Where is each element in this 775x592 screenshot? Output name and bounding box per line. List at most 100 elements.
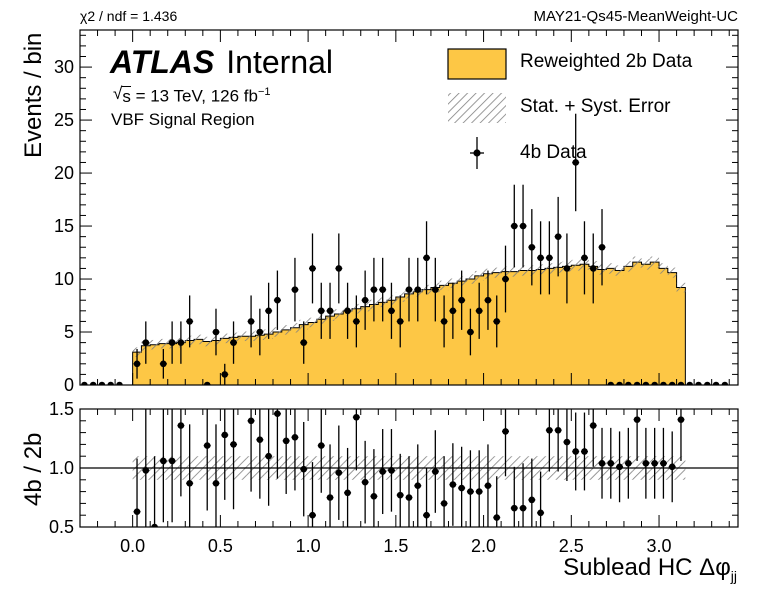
data-point-zero xyxy=(89,381,97,385)
data-point xyxy=(221,371,229,378)
atlas-logo-text: ATLAS xyxy=(110,44,215,80)
data-point-zero xyxy=(98,381,106,385)
energy-text: = 13 TeV, 126 fb xyxy=(130,86,258,106)
ratio-point xyxy=(633,416,641,423)
data-point xyxy=(581,254,588,262)
legend-data-marker xyxy=(473,149,481,157)
ratio-point xyxy=(309,511,316,519)
y-tick-label: 1.0 xyxy=(49,458,74,478)
ratio-point xyxy=(607,459,615,467)
ratio-point xyxy=(572,448,579,455)
ratio-point xyxy=(546,426,553,434)
data-point xyxy=(361,296,369,304)
error-band-bin xyxy=(237,331,247,342)
data-point xyxy=(546,254,553,262)
data-point xyxy=(256,328,264,336)
error-band-bin xyxy=(518,265,528,276)
ratio-point xyxy=(432,468,439,475)
ratio-point xyxy=(326,494,334,501)
data-point xyxy=(458,296,465,304)
y-tick-label: 5 xyxy=(64,322,74,342)
data-point xyxy=(326,307,334,315)
data-point xyxy=(168,339,176,346)
ratio-point xyxy=(414,482,422,490)
ratio-point xyxy=(203,442,211,449)
data-point xyxy=(405,286,413,293)
data-point xyxy=(537,254,544,262)
error-band-bin xyxy=(194,334,203,345)
ratio-point xyxy=(186,480,193,487)
ratio-point xyxy=(291,434,299,441)
ratio-point xyxy=(677,416,685,423)
x-axis-title-main: Sublead HC Δφ xyxy=(563,554,731,581)
y-tick-label: 25 xyxy=(54,110,74,130)
data-point xyxy=(423,254,430,262)
x-tick-label: 1.5 xyxy=(383,536,408,556)
x-axis-title-sub: jj xyxy=(730,567,737,584)
y-tick-label: 0.5 xyxy=(49,517,74,537)
data-point xyxy=(467,328,474,336)
legend-bkg-label: Reweighted 2b Data xyxy=(520,51,693,72)
data-point xyxy=(589,265,597,272)
x-ticks: 0.0 0.5 1.0 1.5 2.0 2.5 3.0 xyxy=(79,30,730,556)
data-point xyxy=(484,296,492,304)
data-point xyxy=(291,286,299,293)
ratio-point xyxy=(440,500,448,507)
ratio-point xyxy=(589,422,597,429)
error-band-bin xyxy=(606,263,616,274)
data-point xyxy=(160,360,167,368)
data-point xyxy=(335,265,343,272)
ratio-point xyxy=(265,452,272,460)
ratio-point xyxy=(458,484,465,492)
error-band-bin xyxy=(158,338,168,349)
ratio-point xyxy=(396,491,404,499)
data-point xyxy=(493,318,501,325)
ratio-point xyxy=(177,422,185,429)
data-point xyxy=(353,318,360,325)
data-point xyxy=(475,307,483,315)
data-point xyxy=(651,381,658,385)
ratio-point xyxy=(370,493,378,500)
error-band-bin xyxy=(676,282,686,293)
ratio-point xyxy=(493,514,501,521)
ratio-point xyxy=(282,437,290,445)
data-point xyxy=(633,381,641,385)
ratio-point xyxy=(335,469,343,477)
data-points xyxy=(81,113,729,385)
error-band-bin xyxy=(334,309,344,319)
y-tick-label: 10 xyxy=(54,269,74,289)
ratio-point xyxy=(616,463,623,471)
data-point xyxy=(510,222,518,230)
error-band-bin xyxy=(615,265,624,276)
error-band-bin xyxy=(439,280,449,291)
ratio-point xyxy=(379,468,386,475)
data-point-zero xyxy=(116,381,123,385)
data-point xyxy=(203,381,211,385)
data-point xyxy=(440,318,448,325)
ratio-point xyxy=(475,488,483,495)
ratio-point xyxy=(554,426,562,434)
legend-err-swatch xyxy=(448,93,506,123)
ratio-point xyxy=(142,467,150,474)
ratio-point xyxy=(651,459,658,467)
y-ticks-ratio: 0.5 1.0 1.5 xyxy=(49,399,738,537)
ratio-point xyxy=(519,504,527,512)
y-tick-label: 0 xyxy=(64,375,74,395)
data-point xyxy=(616,381,623,385)
ratio-point xyxy=(353,413,360,421)
ratio-point xyxy=(168,457,176,465)
ratio-point xyxy=(467,488,474,495)
ratio-point xyxy=(528,496,536,504)
ratio-point xyxy=(256,436,264,443)
atlas-label: ATLAS Internal xyxy=(110,44,333,81)
x-tick-label: 3.0 xyxy=(647,536,672,556)
data-point-zero xyxy=(712,381,720,385)
error-band-bin xyxy=(650,256,660,268)
error-band-bin xyxy=(290,323,300,333)
data-point xyxy=(607,381,615,385)
error-band-bin xyxy=(308,317,317,328)
region-label: VBF Signal Region xyxy=(111,110,255,129)
ratio-point xyxy=(300,465,308,473)
data-point xyxy=(212,328,220,336)
